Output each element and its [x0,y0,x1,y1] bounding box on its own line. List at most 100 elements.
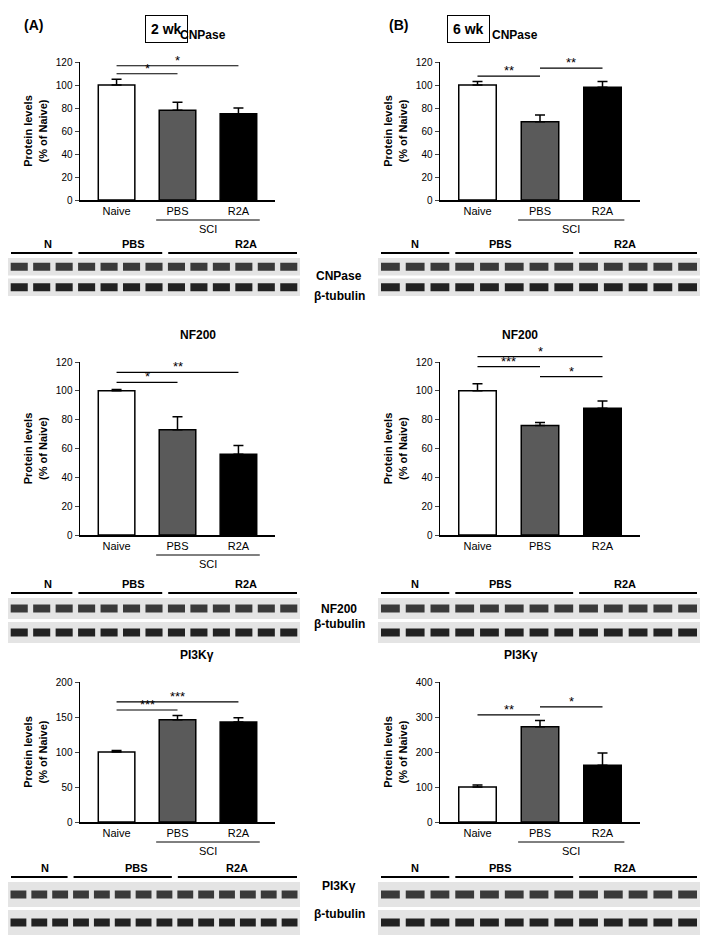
svg-text:R2A: R2A [614,862,636,874]
svg-text:60: 60 [421,443,433,454]
svg-text:R2A: R2A [235,238,257,250]
svg-text:100: 100 [416,782,433,793]
svg-text:PBS: PBS [529,827,551,839]
svg-text:***: *** [501,354,516,369]
svg-text:SCI: SCI [199,558,217,570]
svg-text:CNPase: CNPase [492,28,538,42]
svg-text:Naive: Naive [463,205,491,217]
svg-text:SCI: SCI [199,223,217,235]
svg-text:**: ** [504,702,514,717]
svg-text:PBS: PBS [122,578,145,590]
svg-text:R2A: R2A [592,827,614,839]
svg-text:SCI: SCI [562,845,580,857]
svg-text:β-tubulin: β-tubulin [314,289,365,303]
svg-text:(B): (B) [389,17,408,33]
svg-text:Protein levels(% of Naive): Protein levels(% of Naive) [382,95,408,167]
svg-text:β-tubulin: β-tubulin [314,617,365,631]
svg-text:120: 120 [416,57,433,68]
svg-text:Protein levels(% of Naive): Protein levels(% of Naive) [382,716,408,788]
svg-text:N: N [411,238,419,250]
svg-text:300: 300 [416,712,433,723]
svg-text:R2A: R2A [228,540,250,552]
svg-text:R2A: R2A [228,827,250,839]
svg-text:CNPase: CNPase [180,28,226,42]
svg-text:***: *** [140,697,155,712]
svg-text:R2A: R2A [614,238,636,250]
svg-text:PBS: PBS [529,540,551,552]
svg-text:(A): (A) [24,17,43,33]
svg-text:100: 100 [56,747,73,758]
svg-text:0: 0 [67,817,73,828]
svg-text:R2A: R2A [228,205,250,217]
svg-text:20: 20 [61,172,73,183]
svg-text:*: * [175,53,180,68]
svg-text:***: *** [170,689,185,704]
svg-text:150: 150 [56,712,73,723]
svg-text:0: 0 [67,195,73,206]
svg-text:120: 120 [416,357,433,368]
svg-text:PI3Kγ: PI3Kγ [180,648,214,662]
svg-text:50: 50 [61,782,73,793]
svg-text:80: 80 [421,103,433,114]
svg-text:N: N [44,238,52,250]
svg-text:PBS: PBS [489,862,512,874]
svg-text:PI3Kγ: PI3Kγ [322,879,356,893]
svg-text:PBS: PBS [166,205,188,217]
svg-text:N: N [411,578,419,590]
svg-text:*: * [145,61,150,76]
svg-text:N: N [44,578,52,590]
svg-text:2 wk: 2 wk [151,21,182,37]
svg-text:β-tubulin: β-tubulin [314,907,365,921]
svg-text:**: ** [566,55,576,70]
svg-text:PBS: PBS [166,827,188,839]
svg-text:Protein levels(% of Naive): Protein levels(% of Naive) [382,413,408,485]
svg-text:PI3Kγ: PI3Kγ [504,648,538,662]
svg-text:100: 100 [56,80,73,91]
svg-text:SCI: SCI [562,223,580,235]
svg-text:20: 20 [61,501,73,512]
svg-text:Protein levels(% of Naive): Protein levels(% of Naive) [22,716,48,788]
svg-text:R2A: R2A [226,862,248,874]
svg-text:*: * [569,364,574,379]
svg-text:NF200: NF200 [180,328,216,342]
svg-text:Naive: Naive [463,827,491,839]
svg-text:20: 20 [421,172,433,183]
svg-text:Naive: Naive [102,205,130,217]
svg-text:80: 80 [61,103,73,114]
svg-text:PBS: PBS [489,238,512,250]
svg-text:PBS: PBS [529,205,551,217]
svg-text:120: 120 [56,57,73,68]
svg-text:0: 0 [427,817,433,828]
svg-text:Naive: Naive [463,540,491,552]
svg-text:R2A: R2A [592,540,614,552]
svg-text:*: * [569,694,574,709]
svg-text:SCI: SCI [199,845,217,857]
svg-text:PBS: PBS [489,578,512,590]
svg-text:PBS: PBS [125,862,148,874]
svg-text:0: 0 [427,195,433,206]
svg-text:Naive: Naive [102,540,130,552]
svg-text:0: 0 [427,530,433,541]
svg-text:40: 40 [421,472,433,483]
svg-text:N: N [411,862,419,874]
svg-text:0: 0 [67,530,73,541]
svg-text:R2A: R2A [592,205,614,217]
svg-text:120: 120 [56,357,73,368]
svg-text:60: 60 [421,126,433,137]
svg-text:60: 60 [61,126,73,137]
svg-text:CNPase: CNPase [316,269,362,283]
svg-text:40: 40 [61,472,73,483]
svg-text:Protein levels(% of Naive): Protein levels(% of Naive) [22,413,48,485]
svg-text:100: 100 [416,385,433,396]
svg-text:20: 20 [421,501,433,512]
svg-text:40: 40 [421,149,433,160]
svg-text:40: 40 [61,149,73,160]
svg-text:N: N [41,862,49,874]
svg-text:100: 100 [416,80,433,91]
svg-text:*: * [145,369,150,384]
svg-text:200: 200 [56,677,73,688]
svg-text:R2A: R2A [235,578,257,590]
svg-text:NF200: NF200 [502,328,538,342]
svg-text:**: ** [504,63,514,78]
svg-text:80: 80 [61,414,73,425]
